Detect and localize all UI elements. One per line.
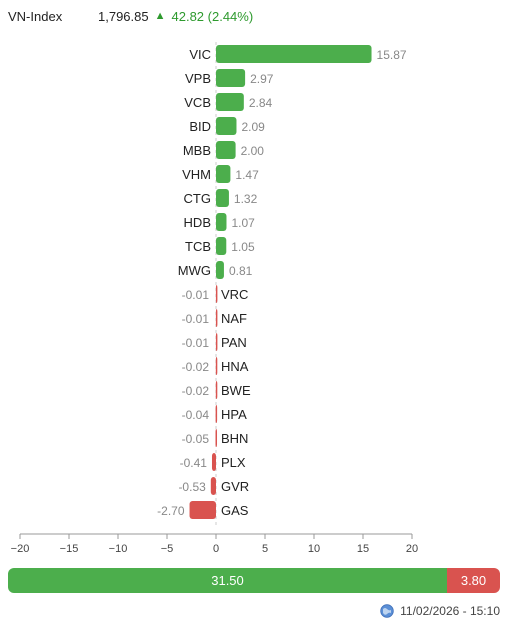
value-label: 15.87 [377,48,407,62]
ticker-label: VCB [184,95,211,110]
value-label: 1.05 [231,240,255,254]
ticker-label: GVR [221,479,249,494]
value-label: 2.09 [241,120,265,134]
ticker-label: HNA [221,359,249,374]
negative-total-bar: 3.80 [447,568,500,593]
bar-mwg [216,261,224,279]
ticker-label: MWG [178,263,211,278]
breadth-summary-bar: 31.50 3.80 [8,568,500,593]
contribution-bar-chart: VIC 15.87 VPB 2.97 VCB 2.84 BID 2.09 MBB 2.00 VHM 1… [11,42,418,555]
x-tick-label: −5 [161,543,174,555]
ticker-label: VHM [182,167,211,182]
ticker-label: MBB [183,143,211,158]
bar-vpb [216,69,246,87]
bar-vhm [216,165,231,183]
index-header: VN-Index 1,796.85 ▲ 42.82 (2.44%) [8,6,253,26]
ticker-label: PAN [221,335,247,350]
negative-total-label: 3.80 [460,573,487,588]
bar-mbb [216,141,236,159]
value-label: 1.07 [231,216,255,230]
x-tick-label: 20 [406,543,418,555]
bar-pan [215,333,218,351]
value-label: -0.02 [182,384,210,398]
bar-bhn [215,429,218,447]
value-label: -0.53 [178,480,206,494]
ticker-label: GAS [221,503,249,518]
up-arrow-icon: ▲ [154,10,166,22]
bar-gas [189,501,216,519]
value-label: -0.41 [180,456,208,470]
x-tick-label: −10 [109,543,128,555]
bar-hpa [215,405,218,423]
ticker-label: BHN [221,431,248,446]
ticker-label: VPB [185,71,211,86]
bar-bid [216,117,237,135]
value-label: -2.70 [157,504,185,518]
x-tick-label: 15 [357,543,369,555]
clock-globe-icon [380,604,394,618]
value-label: -0.04 [182,408,210,422]
index-change: 42.82 (2.44%) [171,8,254,24]
bar-vic [216,45,372,63]
ticker-label: BID [189,119,211,134]
bar-ctg [216,189,229,207]
bar-tcb [216,237,227,255]
value-label: 2.97 [250,72,274,86]
x-tick-label: −20 [11,543,30,555]
value-label: -0.01 [182,336,210,350]
value-label: -0.01 [182,288,210,302]
update-timestamp: 11/02/2026 - 15:10 [400,604,500,618]
value-label: -0.02 [182,360,210,374]
ticker-label: VRC [221,287,248,302]
update-footer: 11/02/2026 - 15:10 [380,601,500,621]
x-tick-label: 0 [213,543,219,555]
x-tick-label: −15 [60,543,79,555]
value-label: 2.84 [249,96,273,110]
bar-vcb [216,93,244,111]
bar-plx [211,453,216,471]
positive-total-bar: 31.50 [8,568,448,593]
value-label: 1.32 [234,192,258,206]
ticker-label: HPA [221,407,247,422]
index-name: VN-Index [8,8,63,24]
ticker-label: CTG [184,191,211,206]
ticker-label: TCB [185,239,211,254]
ticker-label: NAF [221,311,247,326]
value-label: 0.81 [229,264,253,278]
bar-hdb [216,213,227,231]
value-label: 2.00 [241,144,265,158]
value-label: -0.01 [182,312,210,326]
x-tick-label: 5 [262,543,268,555]
index-price: 1,796.85 [98,8,149,24]
bar-gvr [210,477,216,495]
x-tick-label: 10 [308,543,320,555]
ticker-label: HDB [184,215,211,230]
value-label: -0.05 [182,432,210,446]
bar-hna [215,357,218,375]
ticker-label: BWE [221,383,251,398]
bar-bwe [215,381,218,399]
value-label: 1.47 [235,168,259,182]
bar-vrc [215,285,218,303]
ticker-label: PLX [221,455,246,470]
ticker-label: VIC [189,47,211,62]
positive-total-label: 31.50 [211,573,244,588]
bar-naf [215,309,218,327]
